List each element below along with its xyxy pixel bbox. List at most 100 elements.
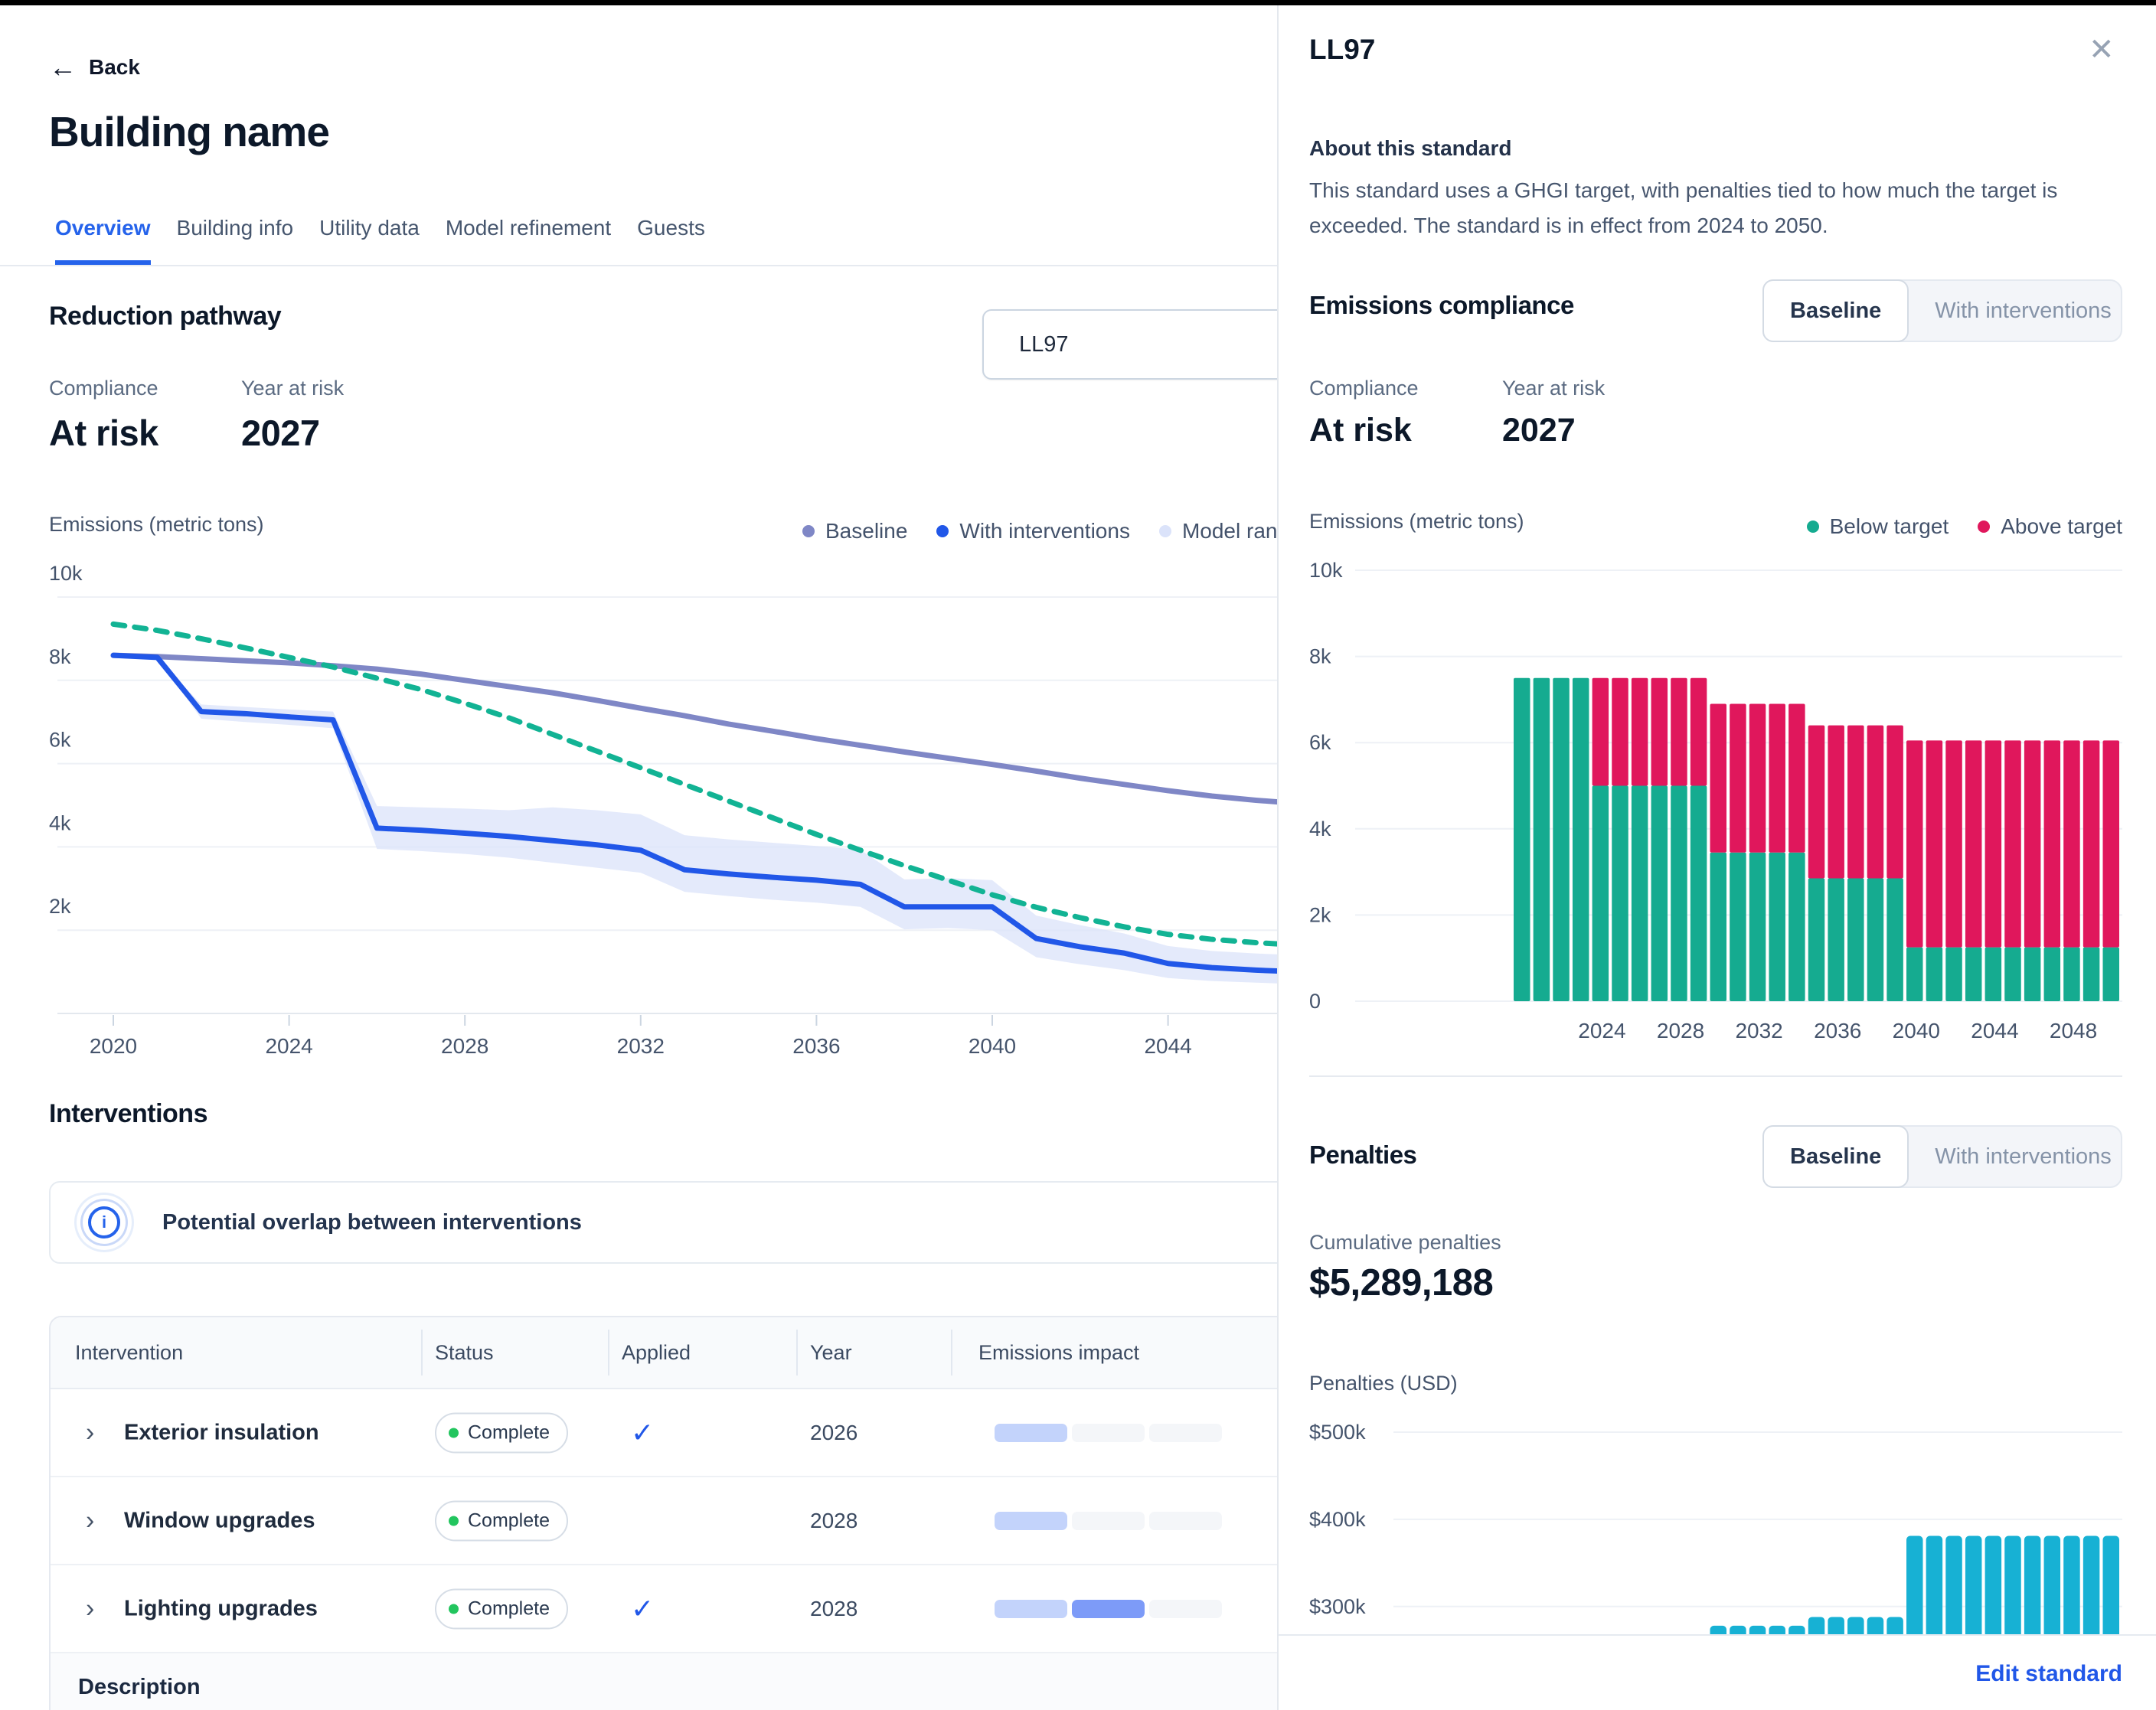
back-label: Back [89, 55, 140, 79]
panel-compliance-label: Compliance [1309, 377, 1419, 400]
emissions-impact-bar [995, 1423, 1222, 1442]
svg-text:2k: 2k [1309, 903, 1331, 926]
cumulative-penalties-label: Cumulative penalties [1309, 1231, 1501, 1254]
tab-overview[interactable]: Overview [55, 216, 151, 265]
page-title: Building name [49, 108, 330, 155]
header-divider [421, 1330, 423, 1376]
about-text: This standard uses a GHGI target, with p… [1309, 178, 2058, 237]
model-range-dot-icon [1158, 525, 1171, 537]
svg-text:4k: 4k [49, 811, 71, 834]
table-row[interactable]: › Window upgrades Complete ✓ 2028 [51, 1477, 1306, 1565]
expand-chevron-icon[interactable]: › [86, 1506, 95, 1535]
svg-text:0: 0 [1309, 990, 1321, 1013]
col-intervention: Intervention [75, 1340, 184, 1364]
svg-text:2040: 2040 [969, 1034, 1016, 1058]
emissions-impact-bar [995, 1511, 1222, 1530]
svg-text:2040: 2040 [1893, 1019, 1940, 1043]
svg-text:2048: 2048 [2050, 1019, 2097, 1043]
svg-text:2044: 2044 [1971, 1019, 2018, 1043]
line-chart-legend: Baseline With interventions Model range [802, 519, 1302, 543]
status-badge: Complete [435, 1500, 568, 1541]
svg-text:6k: 6k [1309, 731, 1331, 754]
svg-text:8k: 8k [1309, 645, 1331, 668]
emissions-compliance-heading: Emissions compliance [1309, 291, 1574, 319]
header-divider [951, 1330, 952, 1376]
svg-text:2024: 2024 [265, 1034, 312, 1058]
svg-text:2036: 2036 [792, 1034, 840, 1058]
svg-text:10k: 10k [49, 562, 83, 585]
about-heading: About this standard [1309, 136, 1512, 160]
status-dot-icon [449, 1604, 459, 1614]
expand-chevron-icon[interactable]: › [86, 1418, 95, 1447]
emissions-toggle-with-interventions[interactable]: With interventions [1935, 298, 2112, 323]
legend-with-interventions: With interventions [936, 519, 1130, 543]
col-emissions-impact: Emissions impact [978, 1340, 1140, 1364]
status-dot-icon [449, 1428, 459, 1438]
year-at-risk-value: 2027 [241, 413, 320, 453]
svg-text:2032: 2032 [617, 1034, 665, 1058]
svg-text:6k: 6k [49, 729, 71, 752]
emissions-toggle-baseline[interactable]: Baseline [1762, 279, 1909, 342]
info-icon: i [81, 1206, 127, 1238]
main-content: ← Back Building name Overview Building i… [0, 54, 1350, 1710]
emissions-toggle: Baseline With interventions [1762, 279, 2122, 342]
svg-text:10k: 10k [1309, 559, 1343, 582]
svg-text:2020: 2020 [90, 1034, 137, 1058]
applied-check-icon: ✓ [631, 1416, 655, 1448]
panel-year-at-risk-value: 2027 [1502, 412, 1576, 449]
status-text: Complete [468, 1421, 550, 1443]
legend-baseline-label: Baseline [825, 519, 908, 543]
back-button[interactable]: ← Back [49, 54, 140, 81]
svg-text:2028: 2028 [1657, 1019, 1704, 1043]
penalties-heading: Penalties [1309, 1141, 1417, 1169]
interventions-table: Intervention Status Applied Year Emissio… [49, 1316, 1308, 1710]
table-row[interactable]: › Lighting upgrades Complete ✓ 2028 [51, 1565, 1306, 1653]
with-interventions-dot-icon [936, 525, 949, 537]
svg-text:2028: 2028 [441, 1034, 488, 1058]
intervention-year: 2026 [810, 1420, 858, 1444]
cumulative-penalties-value: $5,289,188 [1309, 1262, 1494, 1304]
header-divider [796, 1330, 798, 1376]
close-icon[interactable]: ✕ [2089, 33, 2115, 67]
svg-text:$500k: $500k [1309, 1421, 1366, 1444]
tab-utility-data[interactable]: Utility data [319, 216, 420, 240]
intervention-year: 2028 [810, 1596, 858, 1620]
panel-compliance-value: At risk [1309, 412, 1412, 449]
col-status: Status [435, 1340, 494, 1364]
standard-detail-panel: ✕ LL97 About this standard This standard… [1277, 0, 2156, 1710]
edit-standard-link[interactable]: Edit standard [1975, 1660, 2122, 1686]
status-dot-icon [449, 1516, 459, 1526]
emissions-compliance-bar-chart: 10k 8k 6k 4k 2k 0 2024 2028 2032 2036 2040 2044 2048 [1309, 559, 2122, 1043]
back-arrow-icon: ← [49, 51, 77, 83]
status-badge: Complete [435, 1412, 568, 1453]
applied-check-icon: ✓ [631, 1592, 655, 1624]
legend-baseline: Baseline [802, 519, 907, 543]
expand-chevron-icon[interactable]: › [86, 1594, 95, 1623]
bar-chart-axis-title: Emissions (metric tons) [1309, 510, 1524, 533]
table-header: Intervention Status Applied Year Emissio… [51, 1317, 1306, 1389]
year-at-risk-label: Year at risk [241, 377, 345, 400]
penalties-toggle-baseline[interactable]: Baseline [1762, 1125, 1909, 1188]
intervention-name: Window upgrades [124, 1508, 315, 1532]
penalties-bar-chart: $500k $400k $300k [1309, 1421, 2122, 1634]
penalties-axis-title: Penalties (USD) [1309, 1372, 1458, 1395]
reduction-pathway-line-chart: 10k 8k 6k 4k 2k 2020 2024 2028 2032 2036 2040 2044 [49, 562, 1309, 1058]
penalties-toggle-with-interventions[interactable]: With interventions [1935, 1144, 2112, 1169]
svg-text:4k: 4k [1309, 817, 1331, 840]
legend-above-target-label: Above target [2001, 514, 2122, 538]
interventions-heading: Interventions [49, 1099, 207, 1128]
tab-guests[interactable]: Guests [637, 216, 705, 240]
header-divider [608, 1330, 609, 1376]
svg-text:2044: 2044 [1144, 1034, 1191, 1058]
baseline-dot-icon [802, 525, 815, 537]
info-icon-glyph: i [101, 1212, 107, 1232]
col-applied: Applied [622, 1340, 691, 1364]
row-expanded-detail: Description Achieve an average LPD of 0.… [51, 1653, 1306, 1710]
status-badge: Complete [435, 1588, 568, 1629]
penalties-toggle: Baseline With interventions [1762, 1125, 2122, 1188]
tab-building-info[interactable]: Building info [176, 216, 294, 240]
table-row[interactable]: › Exterior insulation Complete ✓ 2026 [51, 1389, 1306, 1477]
tab-model-refinement[interactable]: Model refinement [445, 216, 612, 240]
tab-bar: Overview Building info Utility data Mode… [0, 216, 1305, 266]
